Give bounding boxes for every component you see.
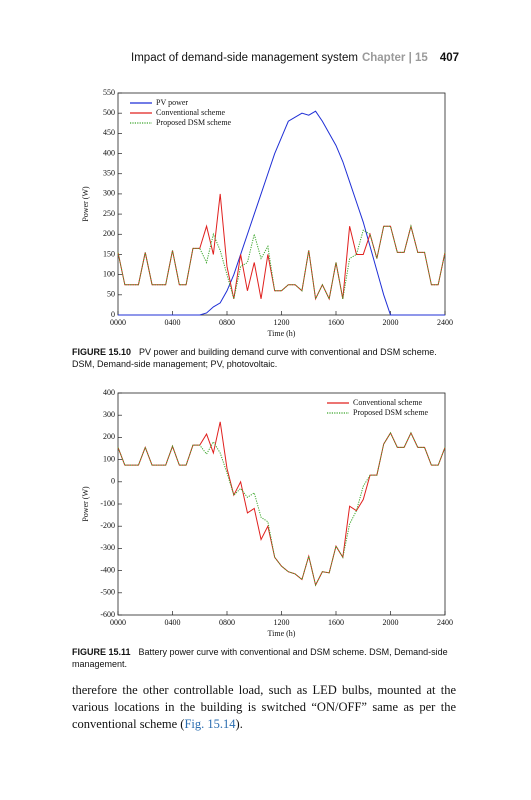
x-tick-label: 1600 [328, 618, 344, 627]
running-header: Impact of demand-side management system C… [131, 52, 459, 64]
figure-link[interactable]: Fig. 15.14 [184, 717, 236, 731]
y-tick-label: 150 [103, 249, 115, 258]
x-axis-label: Time (h) [268, 329, 296, 338]
series-line [117, 431, 446, 587]
series-line [117, 224, 446, 301]
y-tick-label: -600 [100, 610, 115, 619]
series-line [118, 110, 445, 316]
legend-label: Conventional scheme [156, 108, 226, 117]
y-tick-label: -200 [100, 521, 115, 530]
x-tick-label: 0000 [110, 618, 126, 627]
series-line [117, 421, 446, 587]
x-tick-label: 2400 [437, 318, 453, 327]
x-tick-label: 0800 [219, 318, 235, 327]
y-tick-label: -100 [100, 499, 115, 508]
x-tick-label: 0400 [165, 618, 181, 627]
y-tick-label: 200 [103, 229, 115, 238]
y-axis-label: Power (W) [81, 486, 90, 522]
y-tick-label: 500 [103, 108, 115, 117]
caption-label: FIGURE 15.10 [72, 347, 132, 357]
y-tick-label: 50 [107, 290, 115, 299]
x-tick-label: 2400 [437, 618, 453, 627]
x-tick-label: 1200 [274, 318, 290, 327]
page-number: 407 [439, 52, 459, 64]
legend-label: Proposed DSM scheme [156, 118, 232, 127]
plot-frame [117, 392, 446, 616]
text: ). [235, 717, 243, 731]
y-tick-label: 300 [103, 189, 115, 198]
caption-text: PV power and building demand curve with … [72, 347, 437, 369]
chart: -600 -500 -400 -300 -200 -100 0 100 200 300 400 000… [81, 388, 453, 638]
y-tick-label: 100 [103, 269, 115, 278]
x-tick-label: 0000 [110, 318, 126, 327]
y-tick-label: 0 [111, 477, 115, 486]
y-tick-label: -300 [100, 543, 115, 552]
legend-label: PV power [156, 98, 188, 107]
chart: 0 50 100 150 200 250 300 350 400 450 500 550 0000 040… [81, 88, 453, 338]
y-tick-label: 300 [103, 410, 115, 419]
y-tick-label: 200 [103, 432, 115, 441]
body-text: therefore the other controllable load, s… [72, 682, 456, 733]
caption-text: Battery power curve with conventional an… [72, 647, 448, 669]
x-tick-label: 2000 [383, 318, 399, 327]
y-tick-label: 350 [103, 169, 115, 178]
text: therefore the other controllable load, s… [72, 683, 456, 731]
caption-label: FIGURE 15.11 [72, 647, 131, 657]
x-tick-label: 0800 [219, 618, 235, 627]
y-tick-label: 100 [103, 454, 115, 463]
legend-label: Proposed DSM scheme [353, 408, 429, 417]
y-axis-label: Power (W) [81, 186, 90, 222]
y-tick-label: 400 [103, 148, 115, 157]
legend-label: Conventional scheme [353, 398, 423, 407]
header-title: Impact of demand-side management system [131, 52, 358, 64]
header-chapter: Chapter | 15 [361, 52, 428, 64]
x-tick-label: 2000 [383, 618, 399, 627]
caption: FIGURE 15.10 PV power and building demand… [72, 346, 456, 370]
x-tick-label: 0400 [165, 318, 181, 327]
y-tick-label: 450 [103, 128, 115, 137]
y-tick-label: -400 [100, 565, 115, 574]
y-tick-label: 0 [111, 310, 115, 319]
y-tick-label: 550 [103, 88, 115, 97]
x-tick-label: 1200 [274, 618, 290, 627]
y-tick-label: -500 [100, 588, 115, 597]
x-axis-label: Time (h) [268, 629, 296, 638]
y-tick-label: 250 [103, 209, 115, 218]
y-tick-label: 400 [103, 388, 115, 397]
x-tick-label: 1600 [328, 318, 344, 327]
caption: FIGURE 15.11 Battery power curve with con… [72, 646, 456, 670]
